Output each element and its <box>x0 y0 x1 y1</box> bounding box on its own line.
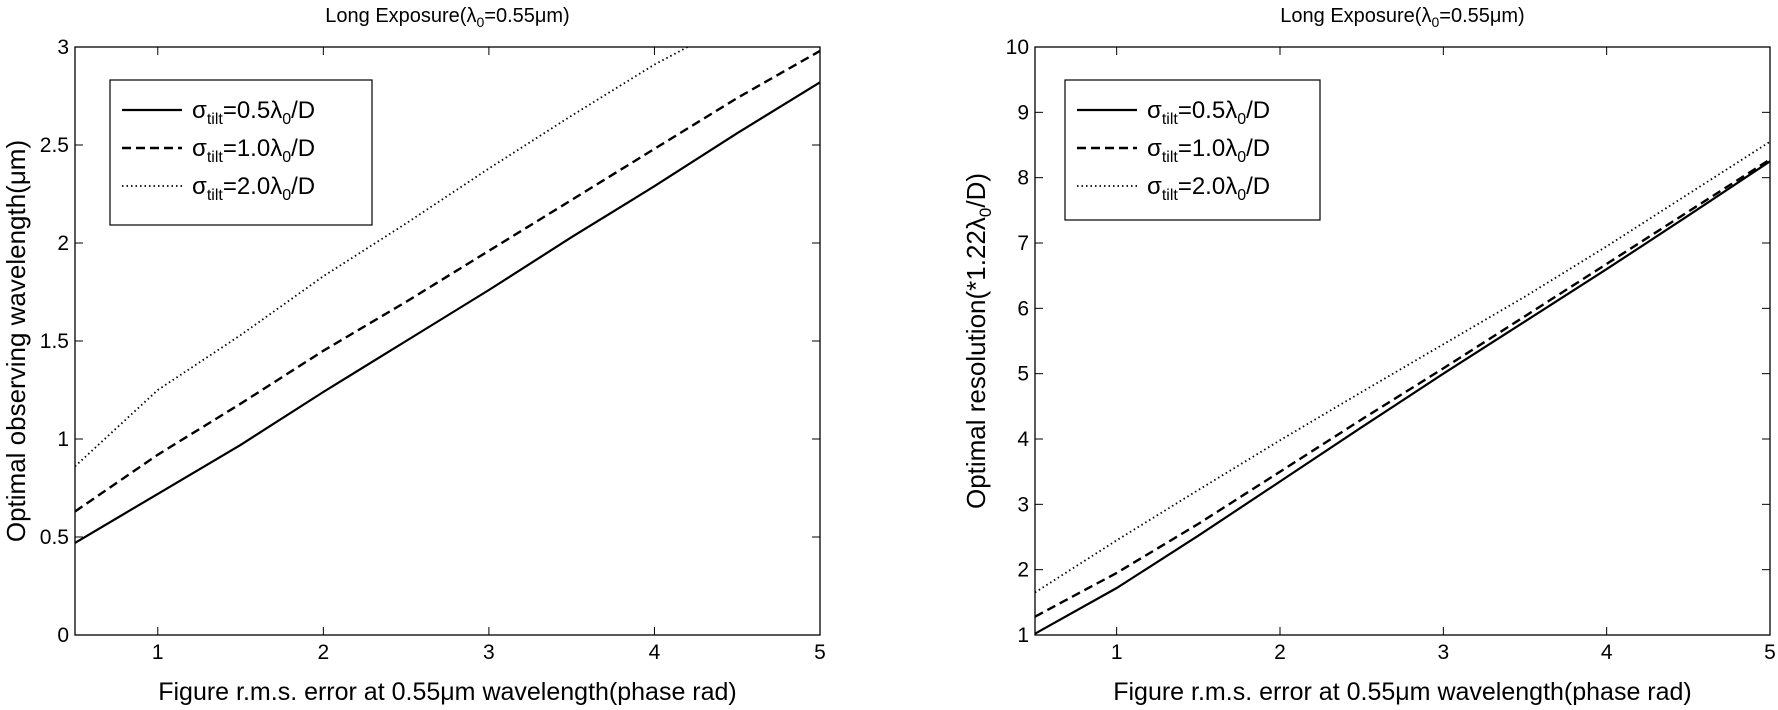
x-tick-label: 5 <box>1764 641 1776 664</box>
x-tick-label: 3 <box>1437 641 1449 664</box>
y-axis-label: Optimal resolution(*1.22λ0/D) <box>961 173 995 509</box>
legend-entry: σtilt=2.0λ0/D <box>1147 173 1270 204</box>
chart-1: Long Exposure(λ0=0.55μm) 1 2 3 4 5 0 0.5 1 1.5 2 2.… <box>1 5 826 706</box>
y-tick-label: 3 <box>57 36 69 59</box>
y-tick-label: 2.5 <box>40 134 69 157</box>
y-tick-label: 0.5 <box>40 526 69 549</box>
y-tick-label: 1 <box>57 428 69 451</box>
legend-box <box>109 79 373 226</box>
legend-box <box>1064 79 1321 221</box>
x-tick-label: 2 <box>317 641 329 664</box>
series-line-dashed <box>74 49 821 513</box>
y-tick-label: 0 <box>57 624 69 647</box>
y-tick-label: 6 <box>1017 297 1029 320</box>
chart-title: Long Exposure(λ0=0.55μm) <box>1280 5 1524 30</box>
x-tick-label: 1 <box>1111 641 1123 664</box>
x-tick-label: 3 <box>483 641 495 664</box>
y-tick-label: 3 <box>1017 493 1029 516</box>
legend: σtilt=0.5λ0/D σtilt=1.0λ0/D σtilt=2.0λ0/D <box>1064 79 1321 221</box>
series-line-dashed <box>1034 158 1771 618</box>
legend: σtilt=0.5λ0/D σtilt=1.0λ0/D σtilt=2.0λ0/D <box>109 79 373 226</box>
series-line-solid <box>1034 160 1771 635</box>
x-tick-label: 1 <box>152 641 164 664</box>
y-tick-label: 10 <box>1006 36 1029 59</box>
chart-title: Long Exposure(λ0=0.55μm) <box>325 5 569 30</box>
x-tick-label: 4 <box>1601 641 1613 664</box>
legend-entry: σtilt=1.0λ0/D <box>192 135 315 166</box>
series-line-solid <box>74 81 821 544</box>
x-tick-label: 2 <box>1274 641 1286 664</box>
legend-entry: σtilt=2.0λ0/D <box>192 173 315 204</box>
y-tick-label: 5 <box>1017 363 1029 386</box>
legend-entry: σtilt=0.5λ0/D <box>192 97 315 128</box>
plot-frame <box>1034 46 1771 636</box>
y-tick-label: 8 <box>1017 167 1029 190</box>
x-axis-label: Figure r.m.s. error at 0.55μm wavelength… <box>1113 678 1692 706</box>
y-tick-label: 2 <box>1017 559 1029 582</box>
y-axis-label: Optimal observing wavelength(μm) <box>1 140 31 542</box>
y-tick-label: 1.5 <box>40 330 69 353</box>
x-axis-label: Figure r.m.s. error at 0.55μm wavelength… <box>158 678 737 706</box>
y-tick-label: 2 <box>57 232 69 255</box>
legend-entry: σtilt=1.0λ0/D <box>1147 135 1270 166</box>
legend-entry: σtilt=0.5λ0/D <box>1147 97 1270 128</box>
y-tick-label: 7 <box>1017 232 1029 255</box>
y-tick-label: 1 <box>1017 624 1029 647</box>
x-tick-label: 4 <box>649 641 661 664</box>
series-line-dotted <box>1034 140 1771 594</box>
chart-2: Long Exposure(λ0=0.55μm) 1 2 3 4 5 1 2 3 4 5 6 7 8 9 10… <box>961 5 1776 706</box>
x-tick-label: 5 <box>814 641 826 664</box>
y-tick-label: 4 <box>1017 428 1029 451</box>
y-tick-label: 9 <box>1017 101 1029 124</box>
